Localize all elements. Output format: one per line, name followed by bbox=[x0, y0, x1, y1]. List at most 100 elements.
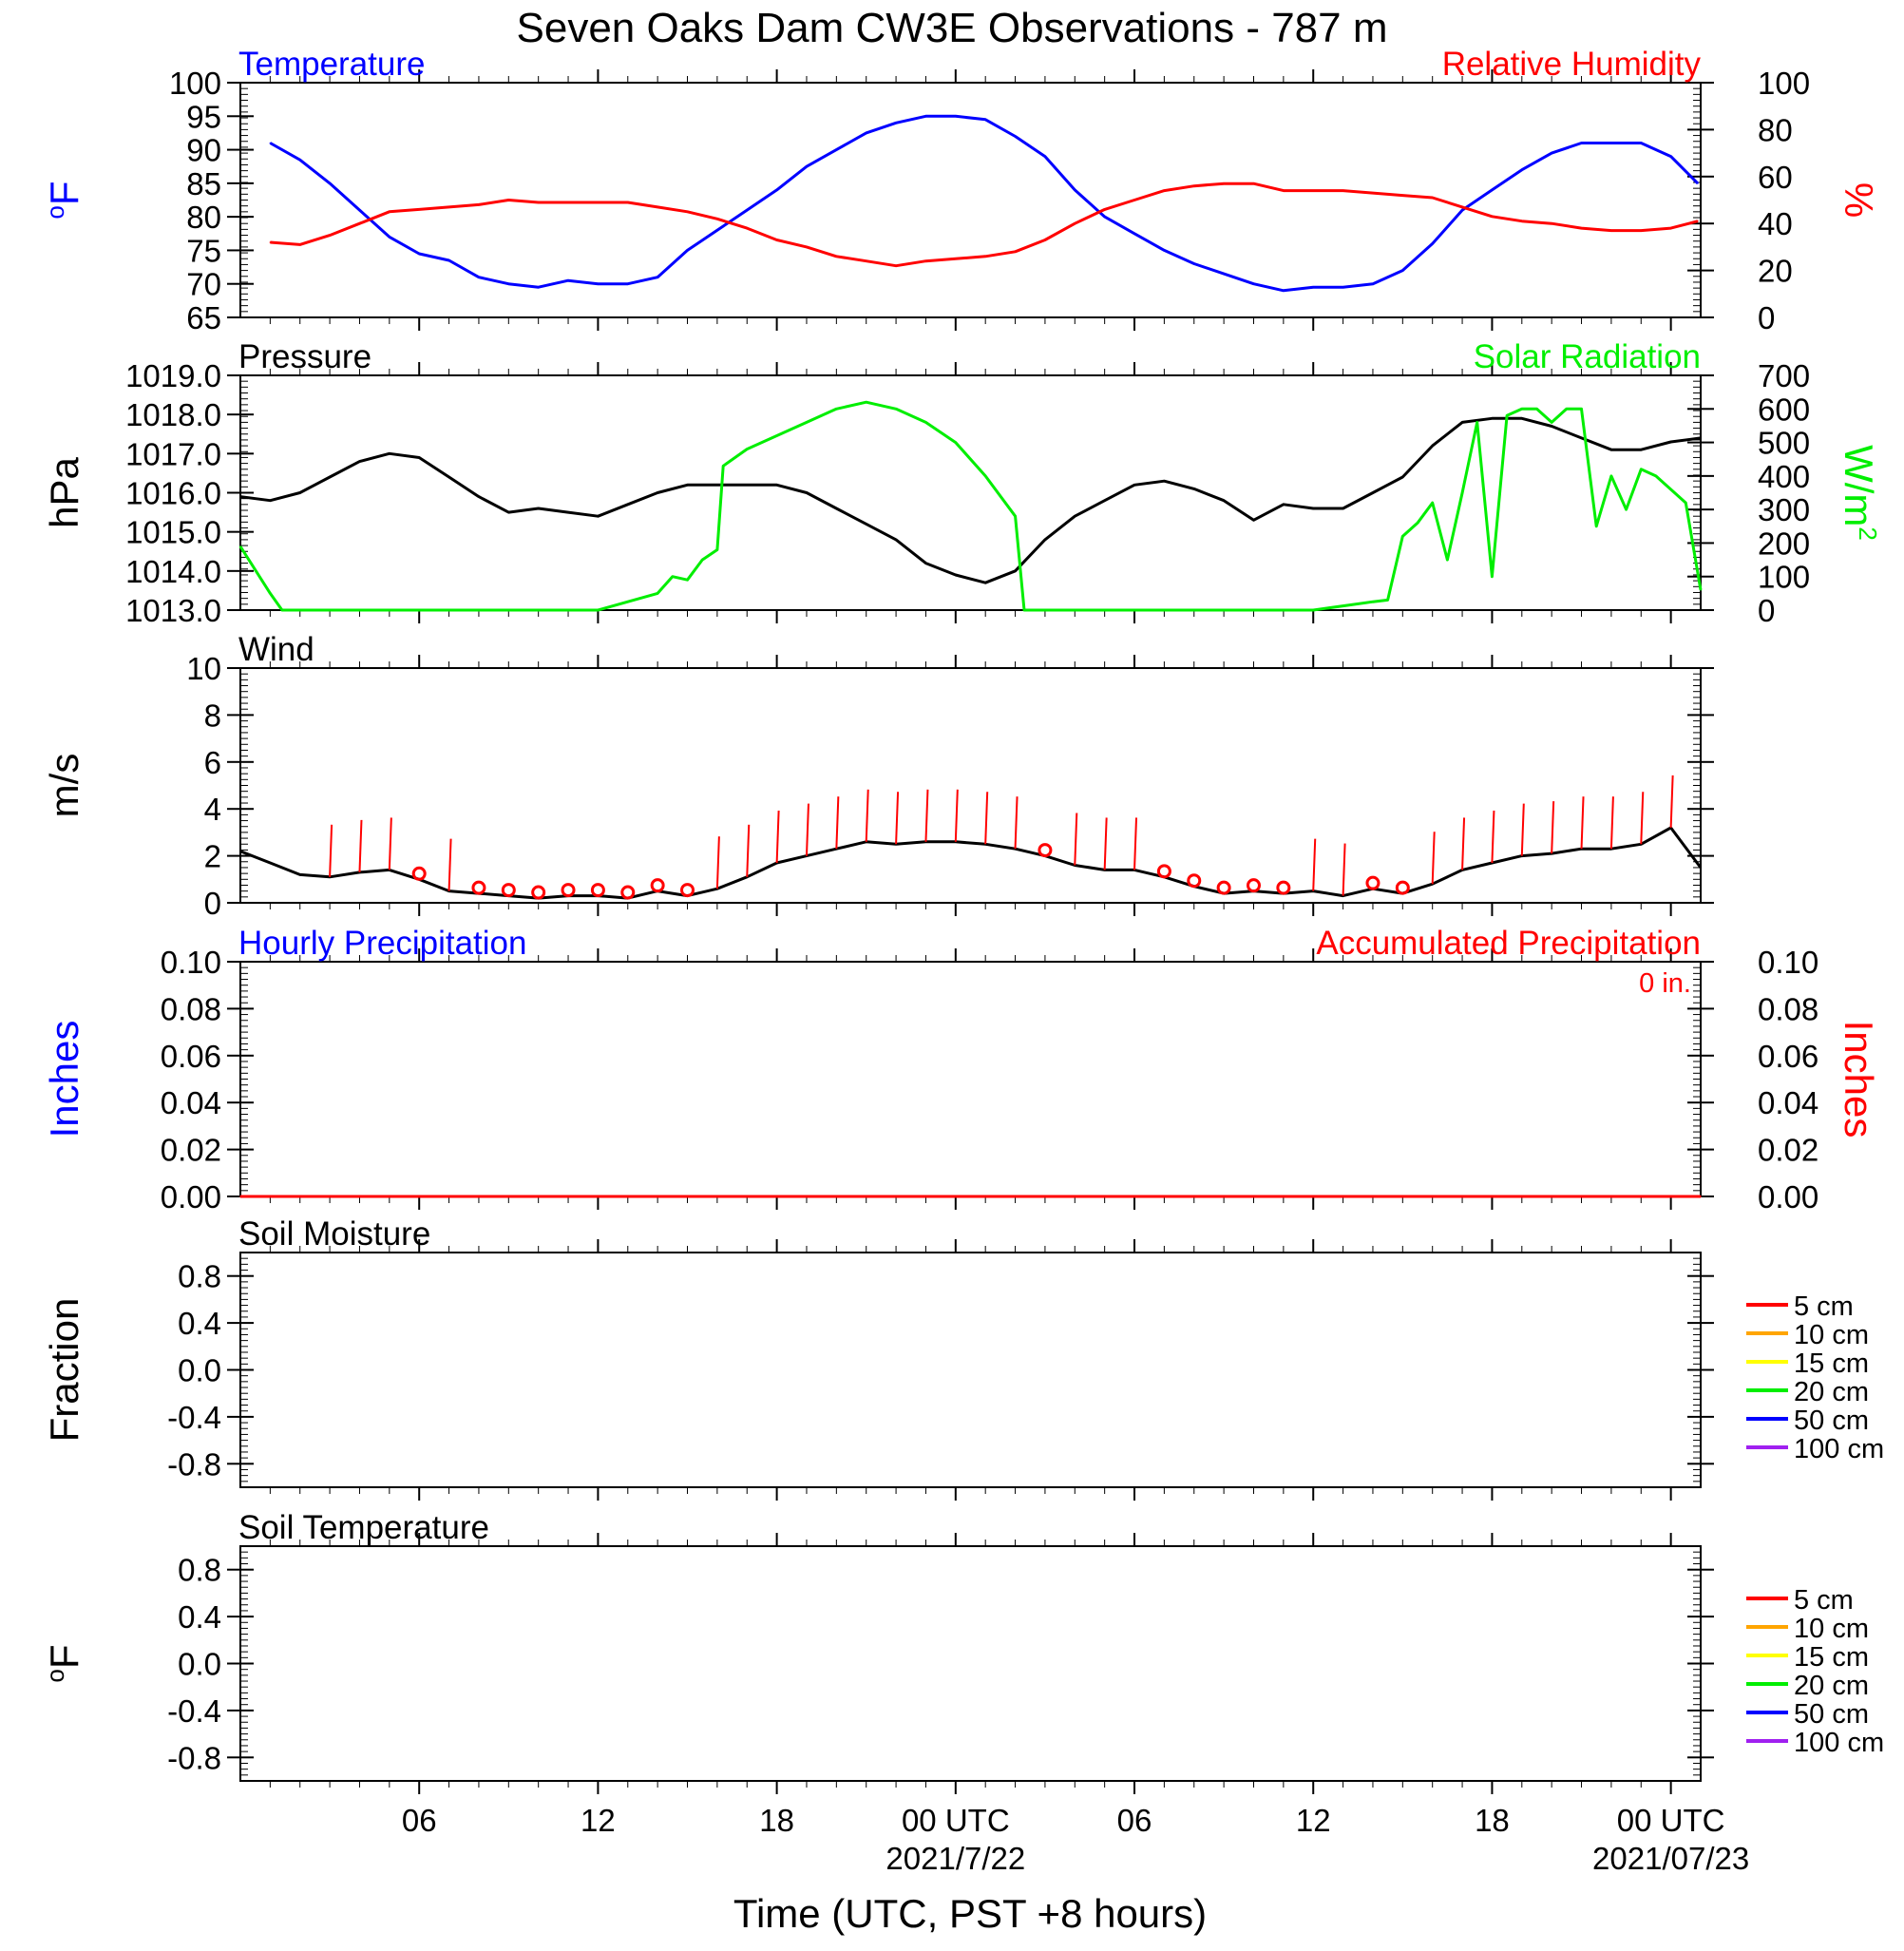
data-point bbox=[1023, 609, 1025, 611]
legend-label: 50 cm bbox=[1794, 1406, 1869, 1436]
y-tick-label-left: 1019.0 bbox=[125, 358, 221, 393]
data-point bbox=[1640, 229, 1643, 232]
data-point bbox=[775, 239, 778, 241]
y-tick-label-left: 0.08 bbox=[161, 991, 221, 1026]
data-point bbox=[1551, 222, 1552, 224]
data-point bbox=[1342, 507, 1344, 509]
data-point bbox=[955, 115, 957, 118]
data-point bbox=[1133, 609, 1135, 611]
data-point bbox=[1133, 484, 1135, 487]
data-point bbox=[627, 282, 629, 285]
data-point bbox=[806, 246, 808, 248]
data-point bbox=[924, 421, 927, 424]
data-point bbox=[1655, 475, 1657, 477]
wind-barb bbox=[1133, 817, 1138, 870]
y-tick-label-left: 0 bbox=[204, 886, 221, 921]
data-point bbox=[329, 476, 331, 478]
x-tick-sublabel: 2021/7/22 bbox=[885, 1841, 1025, 1876]
data-point bbox=[895, 408, 897, 411]
data-point bbox=[1283, 189, 1285, 192]
data-point bbox=[1103, 499, 1106, 502]
data-point bbox=[1551, 421, 1552, 424]
data-point bbox=[537, 507, 540, 509]
data-point bbox=[686, 211, 689, 213]
y-tick-label-left: 0.04 bbox=[161, 1085, 221, 1120]
wind-barb bbox=[746, 824, 751, 877]
svg-text:Inches: Inches bbox=[42, 1021, 86, 1138]
data-point bbox=[1223, 273, 1225, 275]
wind-calm-marker bbox=[1395, 880, 1410, 895]
svg-text:W/m2: W/m2 bbox=[1837, 445, 1882, 541]
data-point bbox=[1446, 559, 1449, 561]
y-tick-label-right: 20 bbox=[1758, 254, 1793, 289]
data-point bbox=[1074, 189, 1076, 191]
data-point bbox=[1491, 189, 1494, 191]
data-point bbox=[1595, 526, 1597, 527]
data-point bbox=[746, 227, 748, 229]
data-point bbox=[507, 282, 510, 285]
panel-temperature_humidity: 10095908580757065100806040200Temperature… bbox=[41, 46, 1881, 335]
data-point bbox=[806, 421, 808, 424]
data-point bbox=[1372, 601, 1374, 603]
data-point bbox=[1283, 504, 1285, 506]
data-point bbox=[418, 208, 421, 211]
wind-barbs bbox=[329, 775, 1674, 900]
data-point bbox=[716, 548, 718, 551]
panel-title-right: Relative Humidity bbox=[1442, 46, 1702, 83]
y-tick-label-left: 100 bbox=[169, 66, 221, 101]
data-point bbox=[447, 476, 450, 478]
data-point bbox=[924, 562, 927, 564]
legend-label: 100 cm bbox=[1794, 1434, 1884, 1464]
data-point bbox=[627, 201, 629, 203]
data-point bbox=[1506, 414, 1508, 417]
wind-barb bbox=[1342, 843, 1346, 896]
y-tick-label-right: 0.04 bbox=[1758, 1085, 1818, 1120]
data-point bbox=[418, 456, 421, 459]
panel-title-left: Soil Temperature bbox=[238, 1509, 489, 1546]
y-axis-label-right: Inches bbox=[1837, 1021, 1881, 1138]
y-axis-label-left: Inches bbox=[42, 1021, 86, 1138]
y-tick-label-right: 0.02 bbox=[1758, 1133, 1818, 1168]
data-point bbox=[269, 241, 272, 243]
y-tick-label-left: -0.4 bbox=[167, 1400, 221, 1435]
data-point bbox=[1669, 488, 1672, 490]
data-point bbox=[358, 222, 361, 224]
y-tick-label-left: 1014.0 bbox=[125, 554, 221, 589]
data-point bbox=[924, 115, 927, 118]
data-point bbox=[955, 258, 957, 260]
y-axis-label-right: W/m2 bbox=[1837, 445, 1882, 541]
wind-calm-marker bbox=[411, 866, 427, 881]
data-point bbox=[895, 264, 897, 267]
wind-barb bbox=[358, 819, 363, 872]
data-point bbox=[537, 286, 540, 289]
data-point bbox=[1610, 475, 1612, 477]
data-point bbox=[1700, 437, 1702, 439]
wind-barb bbox=[1520, 803, 1525, 856]
data-point bbox=[1669, 441, 1672, 443]
wind-barb bbox=[895, 792, 900, 845]
wind-calm-marker bbox=[471, 880, 486, 895]
panel-title-right: Accumulated Precipitation bbox=[1316, 925, 1701, 962]
data-point bbox=[1640, 142, 1643, 144]
wind-calm-marker bbox=[1276, 880, 1291, 895]
data-point bbox=[1193, 184, 1195, 187]
data-point bbox=[269, 499, 272, 502]
y-axis-label-left: m/s bbox=[42, 754, 86, 818]
data-point bbox=[1431, 445, 1434, 447]
y-tick-label-left: 0.4 bbox=[178, 1306, 221, 1341]
wind-barb bbox=[865, 789, 869, 842]
series-line-0 bbox=[239, 826, 1703, 900]
data-point bbox=[657, 206, 658, 208]
data-point bbox=[1044, 155, 1046, 158]
data-point bbox=[746, 209, 748, 211]
y-tick-label-left: 75 bbox=[186, 233, 221, 268]
panel-pressure_solar: 1019.0 1018.0 1017.0 1016.0 1015.0 1014.0 1013… bbox=[42, 338, 1882, 628]
data-point bbox=[1491, 216, 1494, 218]
data-point bbox=[1521, 168, 1523, 171]
data-point bbox=[1417, 522, 1418, 525]
data-point bbox=[627, 504, 629, 506]
series-line-0 bbox=[239, 416, 1702, 584]
y-tick-label-right: 60 bbox=[1758, 160, 1793, 195]
